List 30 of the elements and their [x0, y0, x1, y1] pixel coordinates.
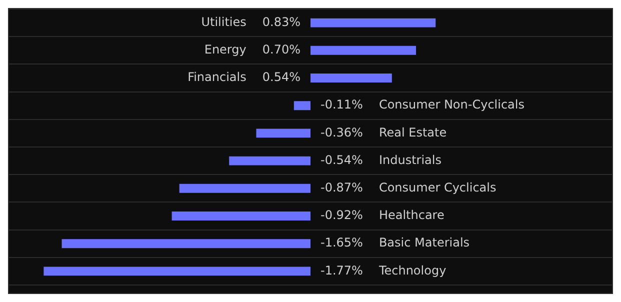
bar — [256, 128, 310, 138]
y-tick-label: Energy — [204, 42, 246, 57]
bar — [229, 156, 310, 166]
data-label: -0.92% — [320, 208, 363, 222]
bar — [294, 101, 310, 110]
y-tick-label: Healthcare — [378, 208, 444, 222]
data-label: -1.65% — [320, 236, 363, 250]
bar — [179, 184, 310, 193]
y-tick-label: Utilities — [201, 14, 246, 29]
y-tick-label: Technology — [378, 263, 446, 278]
data-label: 0.54% — [262, 70, 300, 84]
y-tick-label: Industrials — [378, 152, 442, 167]
data-label: -0.36% — [320, 125, 363, 140]
data-label: -0.87% — [320, 180, 363, 195]
bar — [62, 239, 310, 248]
y-tick-label: Financials — [188, 70, 246, 84]
bar — [310, 46, 416, 55]
bar — [172, 212, 310, 220]
data-label: -0.54% — [320, 152, 363, 167]
y-tick-label: Basic Materials — [378, 236, 470, 250]
y-tick-label: Consumer Non-Cyclicals — [378, 98, 524, 112]
y-tick-label: Consumer Cyclicals — [378, 180, 496, 195]
data-label: 0.83% — [262, 14, 300, 29]
bar — [310, 18, 436, 28]
bar — [44, 266, 310, 276]
y-tick-label: Real Estate — [378, 125, 447, 140]
bar — [310, 74, 392, 82]
data-label: -0.11% — [320, 98, 363, 112]
data-label: 0.70% — [262, 42, 300, 57]
data-label: -1.77% — [320, 263, 363, 278]
